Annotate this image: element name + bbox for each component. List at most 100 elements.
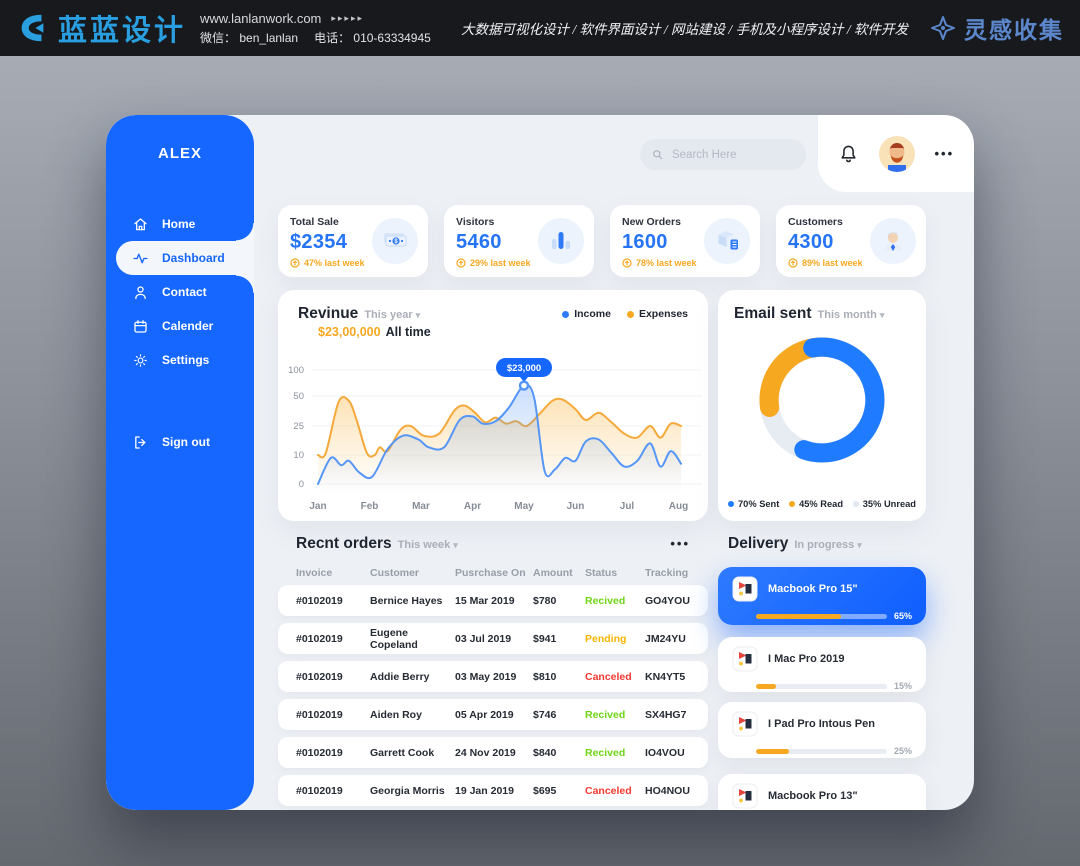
wechat-contact: 微信： ben_lanlan [200,30,299,45]
income-dot [562,310,570,318]
stat-value: 5460 [456,231,502,253]
svg-text:100: 100 [288,365,304,376]
svg-text:Mar: Mar [412,501,430,512]
avatar[interactable] [878,135,915,172]
sidebar-item-label: Sign out [162,435,210,449]
progress-fill [756,748,789,754]
stat-title: Visitors [456,216,495,228]
delivery-item-ipad[interactable]: I Pad Pro Intous Pen 25% [718,702,926,758]
table-row[interactable]: #0102019 Garrett Cook 24 Nov 2019 $840 Reciv… [278,737,708,768]
revenue-legend: Income Expenses [562,305,688,320]
svg-text:May: May [514,501,534,512]
svg-text:Feb: Feb [361,501,379,512]
progress-track [756,613,887,619]
orders-period-select[interactable]: This week [398,539,458,551]
inspiration-collect: 灵感收集 [930,11,1064,45]
collect-text: 灵感收集 [964,17,1064,44]
sidebar-item-label: Contact [162,285,207,299]
arrows-decoration: ▸▸▸▸▸ [331,12,364,23]
lanlan-logo-icon [21,14,44,42]
sidebar-item-label: Settings [162,353,210,367]
delivery-item-name: Macbook Pro 15" [768,583,858,595]
delivery-item-name: I Pad Pro Intous Pen [768,718,875,730]
revenue-title: Revinue [298,305,359,322]
stat-title: Customers [788,216,843,228]
sidebar-item-label: Home [162,217,196,231]
lanlan-logo[interactable]: 蓝蓝设计 [16,7,186,49]
table-row[interactable]: #0102019 Georgia Morris 19 Jan 2019 $695 Can… [278,775,708,806]
legend-expenses: Expenses [626,308,688,320]
phone-contact: 电话： 010-63334945 [314,30,431,45]
dashboard-card: ••• ALEX Home [106,115,974,810]
chevron-down-icon [450,539,458,551]
product-image [732,646,758,672]
logo-text: 蓝蓝设计 [58,13,187,47]
delivery-period-select[interactable]: In progress [794,539,861,551]
more-menu-dots[interactable]: ••• [934,146,955,161]
delivery-item-macbook-13[interactable]: Macbook Pro 13" [718,774,926,810]
svg-text:0: 0 [299,479,304,490]
delivery-item-macbook-15[interactable]: Macbook Pro 15" 65% [718,567,926,625]
activity-icon [133,253,148,263]
delivery-header: Delivery In progress [728,535,862,553]
bell-icon[interactable] [838,143,859,165]
stat-cards-row: Total Sale $2354 47% last week $ [278,205,926,277]
revenue-period-select[interactable]: This year [364,309,420,321]
stat-card-customers[interactable]: Customers 4300 89% last week [776,205,926,277]
legend-sent: 70% Sent [728,499,779,509]
sidebar-item-contact[interactable]: Contact [106,275,254,309]
stat-value: 1600 [622,231,668,253]
stat-delta: 78% last week [622,258,748,268]
orders-menu-dots[interactable]: ••• [670,536,690,551]
email-period-select[interactable]: This month [818,309,885,321]
svg-text:Jun: Jun [567,501,585,512]
table-row[interactable]: #0102019 Aiden Roy 05 Apr 2019 $746 Recived S… [278,699,708,730]
home-icon [134,217,147,230]
table-row[interactable]: #0102019 Bernice Hayes 15 Mar 2019 $780 Reci… [278,585,708,616]
search-input[interactable] [669,147,794,162]
svg-text:50: 50 [293,391,304,402]
trend-up-icon [290,258,300,268]
stat-delta: 89% last week [788,258,914,268]
calendar-icon [134,319,147,333]
banner-contact-info: www.lanlanwork.com ▸▸▸▸▸ 微信： ben_lanlan … [200,11,431,46]
stat-value: 4300 [788,231,834,253]
email-legend: 70% Sent 45% Read 35% Unread [728,499,916,509]
topbar-actions: ••• [818,115,974,192]
sidebar-item-label: Dashboard [162,251,225,265]
svg-text:$: $ [394,239,398,245]
status-badge: Pending [585,632,627,645]
orders-title: Recnt orders [296,535,392,552]
svg-text:Jan: Jan [309,501,326,512]
sidebar-item-label: Calender [162,319,214,333]
stat-title: Total Sale [290,216,339,228]
sidebar-item-signout[interactable]: Sign out [106,425,254,459]
stat-card-visitors[interactable]: Visitors 5460 29% last week [444,205,594,277]
product-image [732,576,758,602]
progress-fill [756,683,776,689]
sparkle-icon [931,16,955,40]
status-badge: Canceled [585,784,632,797]
expenses-dot [626,310,634,318]
legend-read: 45% Read [789,499,843,509]
user-icon [135,285,146,299]
table-row[interactable]: #0102019 Addie Berry 03 May 2019 $810 Cancel… [278,661,708,692]
sidebar-item-calender[interactable]: Calender [106,309,254,343]
sidebar-item-dashboard[interactable]: Dashboard [116,223,254,293]
sidebar-item-home[interactable]: Home [106,207,254,241]
delivery-item-imac[interactable]: I Mac Pro 2019 15% [718,637,926,692]
website-url: www.lanlanwork.com [200,10,322,26]
orders-column-headers: Invoice Customer Pusrchase On Amount Status T… [296,567,689,579]
table-row[interactable]: #0102019 Eugene Copeland 03 Jul 2019 $941 Pe… [278,623,708,654]
status-badge: Recived [585,594,626,607]
stat-card-total-sale[interactable]: Total Sale $2354 47% last week $ [278,205,428,277]
svg-text:Aug: Aug [669,501,688,512]
legend-income: Income [562,308,611,320]
donut-sent-arc [794,337,885,463]
stat-card-new-orders[interactable]: New Orders 1600 78% last week [610,205,760,277]
unread-dot [852,501,859,507]
sidebar-item-settings[interactable]: Settings [106,343,254,377]
trend-up-icon [622,258,632,268]
svg-text:$23,000: $23,000 [507,363,541,374]
search-bar[interactable] [640,139,806,170]
